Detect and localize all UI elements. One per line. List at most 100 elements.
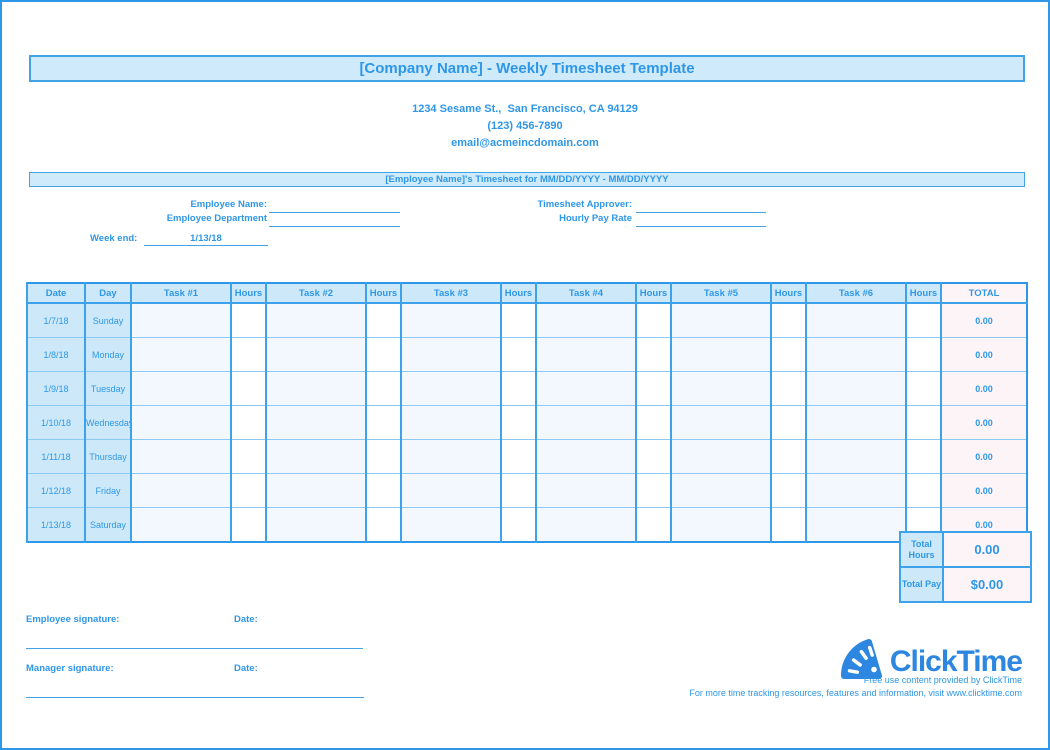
task-entry-cell[interactable] [130, 507, 231, 542]
task-entry-cell[interactable] [670, 507, 771, 542]
task-entry-cell[interactable] [535, 405, 636, 440]
hours-entry-cell[interactable] [770, 473, 806, 508]
hours-entry-cell[interactable] [770, 302, 806, 338]
employee-name-field[interactable] [269, 200, 400, 213]
hours-entry-cell[interactable] [230, 302, 266, 338]
hours-entry-cell[interactable] [365, 439, 401, 474]
hours-entry-cell[interactable] [500, 337, 536, 372]
task-entry-cell[interactable] [805, 405, 906, 440]
task-entry-cell[interactable] [265, 439, 366, 474]
hours-entry-cell[interactable] [905, 371, 941, 406]
hours-entry-cell[interactable] [500, 371, 536, 406]
hours-entry-cell[interactable] [365, 473, 401, 508]
task-entry-cell[interactable] [400, 507, 501, 542]
task-entry-cell[interactable] [265, 405, 366, 440]
hours-entry-cell[interactable] [230, 473, 266, 508]
hours-entry-cell[interactable] [635, 507, 671, 542]
hours-entry-cell[interactable] [635, 371, 671, 406]
hours-entry-cell[interactable] [770, 371, 806, 406]
hours-entry-cell[interactable] [500, 507, 536, 542]
task-entry-cell[interactable] [535, 439, 636, 474]
hours-entry-cell[interactable] [230, 439, 266, 474]
task-entry-cell[interactable] [400, 473, 501, 508]
hours-entry-cell[interactable] [635, 439, 671, 474]
hours-entry-cell[interactable] [500, 439, 536, 474]
task-entry-cell[interactable] [805, 371, 906, 406]
task-entry-cell[interactable] [400, 371, 501, 406]
task-entry-cell[interactable] [130, 405, 231, 440]
task-entry-cell[interactable] [670, 302, 771, 338]
task-entry-cell[interactable] [535, 302, 636, 338]
employee-department-field[interactable] [269, 214, 400, 227]
task-entry-cell[interactable] [670, 473, 771, 508]
timesheet-approver-field[interactable] [636, 200, 766, 213]
task-entry-cell[interactable] [130, 302, 231, 338]
task-entry-cell[interactable] [130, 473, 231, 508]
task-entry-cell[interactable] [265, 473, 366, 508]
hours-entry-cell[interactable] [905, 473, 941, 508]
hours-entry-cell[interactable] [230, 507, 266, 542]
hours-entry-cell[interactable] [230, 371, 266, 406]
hours-entry-cell[interactable] [230, 337, 266, 372]
hours-entry-cell[interactable] [635, 473, 671, 508]
task-entry-cell[interactable] [130, 337, 231, 372]
table-row: 1/13/18 Saturday 0.00 [26, 507, 1027, 542]
clicktime-logo-text: ClickTime [889, 644, 1023, 678]
hours-entry-cell[interactable] [365, 371, 401, 406]
task-entry-cell[interactable] [805, 302, 906, 338]
hours-entry-cell[interactable] [635, 337, 671, 372]
row-total-cell: 0.00 [940, 337, 1027, 372]
hours-entry-cell[interactable] [905, 405, 941, 440]
hours-entry-cell[interactable] [365, 405, 401, 440]
hours-entry-cell[interactable] [365, 507, 401, 542]
task-entry-cell[interactable] [400, 439, 501, 474]
task-entry-cell[interactable] [400, 337, 501, 372]
hourly-pay-rate-field[interactable] [636, 214, 766, 227]
task-entry-cell[interactable] [130, 439, 231, 474]
task-entry-cell[interactable] [130, 371, 231, 406]
task-entry-cell[interactable] [670, 405, 771, 440]
hours-entry-cell[interactable] [770, 405, 806, 440]
date-cell: 1/12/18 [26, 473, 85, 508]
header-hours-1: Hours [230, 283, 266, 304]
task-entry-cell[interactable] [670, 337, 771, 372]
task-entry-cell[interactable] [265, 337, 366, 372]
hours-entry-cell[interactable] [500, 473, 536, 508]
hours-entry-cell[interactable] [770, 507, 806, 542]
week-end-field[interactable]: 1/13/18 [144, 233, 268, 246]
hours-entry-cell[interactable] [905, 439, 941, 474]
timesheet-subtitle: [Employee Name]'s Timesheet for MM/DD/YY… [29, 172, 1025, 187]
task-entry-cell[interactable] [805, 337, 906, 372]
task-entry-cell[interactable] [805, 439, 906, 474]
hours-entry-cell[interactable] [770, 337, 806, 372]
task-entry-cell[interactable] [535, 371, 636, 406]
hours-entry-cell[interactable] [365, 302, 401, 338]
task-entry-cell[interactable] [535, 507, 636, 542]
hours-entry-cell[interactable] [770, 439, 806, 474]
hours-entry-cell[interactable] [500, 405, 536, 440]
employee-signature-line[interactable] [26, 647, 363, 649]
hours-entry-cell[interactable] [635, 302, 671, 338]
task-entry-cell[interactable] [265, 302, 366, 338]
manager-signature-label: Manager signature: [26, 663, 114, 674]
hours-entry-cell[interactable] [500, 302, 536, 338]
task-entry-cell[interactable] [670, 439, 771, 474]
hours-entry-cell[interactable] [905, 337, 941, 372]
table-row: 1/10/18 Wednesday 0.00 [26, 405, 1027, 440]
manager-signature-line[interactable] [26, 696, 364, 698]
hours-entry-cell[interactable] [230, 405, 266, 440]
task-entry-cell[interactable] [265, 507, 366, 542]
day-cell: Monday [84, 337, 131, 372]
task-entry-cell[interactable] [265, 371, 366, 406]
hours-entry-cell[interactable] [365, 337, 401, 372]
task-entry-cell[interactable] [805, 473, 906, 508]
hours-entry-cell[interactable] [635, 405, 671, 440]
task-entry-cell[interactable] [400, 405, 501, 440]
hours-entry-cell[interactable] [905, 302, 941, 338]
table-row: 1/12/18 Friday 0.00 [26, 473, 1027, 508]
task-entry-cell[interactable] [670, 371, 771, 406]
task-entry-cell[interactable] [805, 507, 906, 542]
task-entry-cell[interactable] [535, 337, 636, 372]
task-entry-cell[interactable] [400, 302, 501, 338]
task-entry-cell[interactable] [535, 473, 636, 508]
